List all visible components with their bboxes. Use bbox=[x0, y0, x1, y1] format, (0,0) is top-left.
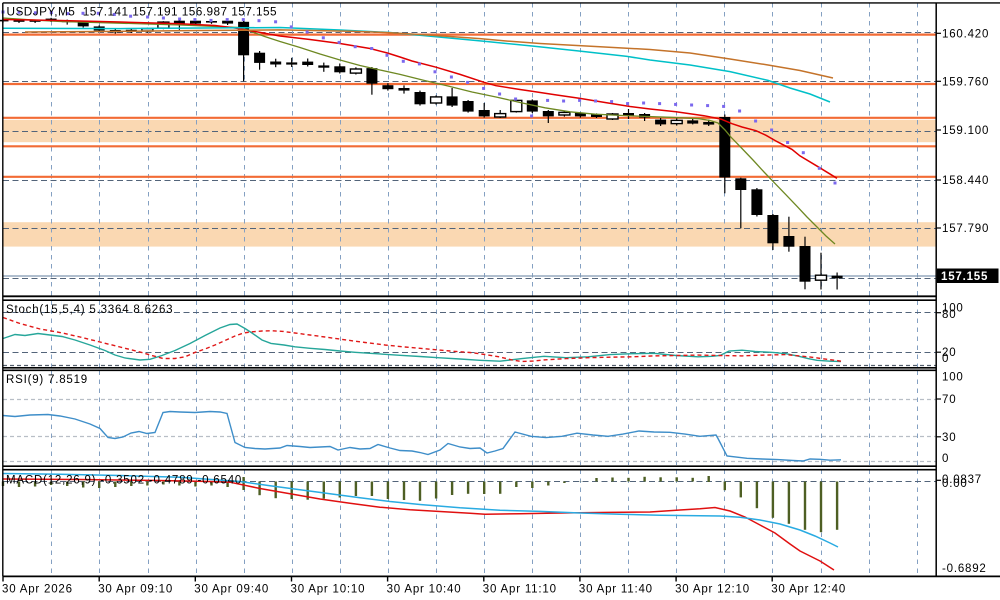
svg-text:30 Apr 09:10: 30 Apr 09:10 bbox=[98, 584, 173, 596]
svg-text:100: 100 bbox=[942, 372, 964, 384]
svg-text:0.0837: 0.0837 bbox=[942, 474, 982, 486]
svg-text:0: 0 bbox=[942, 353, 949, 365]
svg-text:RSI(9) 7.8519: RSI(9) 7.8519 bbox=[6, 374, 88, 386]
svg-text:Stoch(15,5,4) 5.3364 8.6263: Stoch(15,5,4) 5.3364 8.6263 bbox=[6, 304, 173, 316]
svg-text:30 Apr 10:40: 30 Apr 10:40 bbox=[387, 584, 462, 596]
svg-text:30 Apr 11:10: 30 Apr 11:10 bbox=[483, 584, 557, 596]
svg-text:159.760: 159.760 bbox=[942, 76, 989, 88]
svg-text:100: 100 bbox=[942, 302, 964, 314]
svg-text:30 Apr 12:10: 30 Apr 12:10 bbox=[675, 584, 750, 596]
svg-text:30 Apr 12:40: 30 Apr 12:40 bbox=[771, 584, 846, 596]
svg-text:158.440: 158.440 bbox=[942, 175, 989, 187]
svg-text:80: 80 bbox=[942, 309, 956, 321]
svg-text:USDJPY,M5 157.141 157.191 156: USDJPY,M5 157.141 157.191 156.987 157.15… bbox=[7, 5, 278, 19]
svg-text:160.420: 160.420 bbox=[942, 28, 989, 40]
svg-text:MACD(12,26,9) -0.3502 -0.4789: MACD(12,26,9) -0.3502 -0.4789 -0.6540 bbox=[6, 475, 242, 487]
svg-text:30 Apr 11:40: 30 Apr 11:40 bbox=[579, 584, 653, 596]
svg-text:0.00: 0.00 bbox=[942, 478, 968, 490]
svg-text:-0.6892: -0.6892 bbox=[942, 563, 987, 575]
svg-text:30: 30 bbox=[942, 432, 956, 444]
svg-text:20: 20 bbox=[942, 347, 956, 359]
svg-text:70: 70 bbox=[942, 394, 956, 406]
svg-text:159.100: 159.100 bbox=[942, 125, 989, 137]
svg-text:0: 0 bbox=[942, 453, 949, 465]
svg-text:30 Apr 10:10: 30 Apr 10:10 bbox=[291, 584, 366, 596]
svg-text:30 Apr 09:40: 30 Apr 09:40 bbox=[194, 584, 269, 596]
svg-text:30 Apr 2026: 30 Apr 2026 bbox=[2, 584, 73, 596]
svg-text:157.790: 157.790 bbox=[942, 223, 989, 235]
svg-text:157.155: 157.155 bbox=[941, 271, 988, 283]
